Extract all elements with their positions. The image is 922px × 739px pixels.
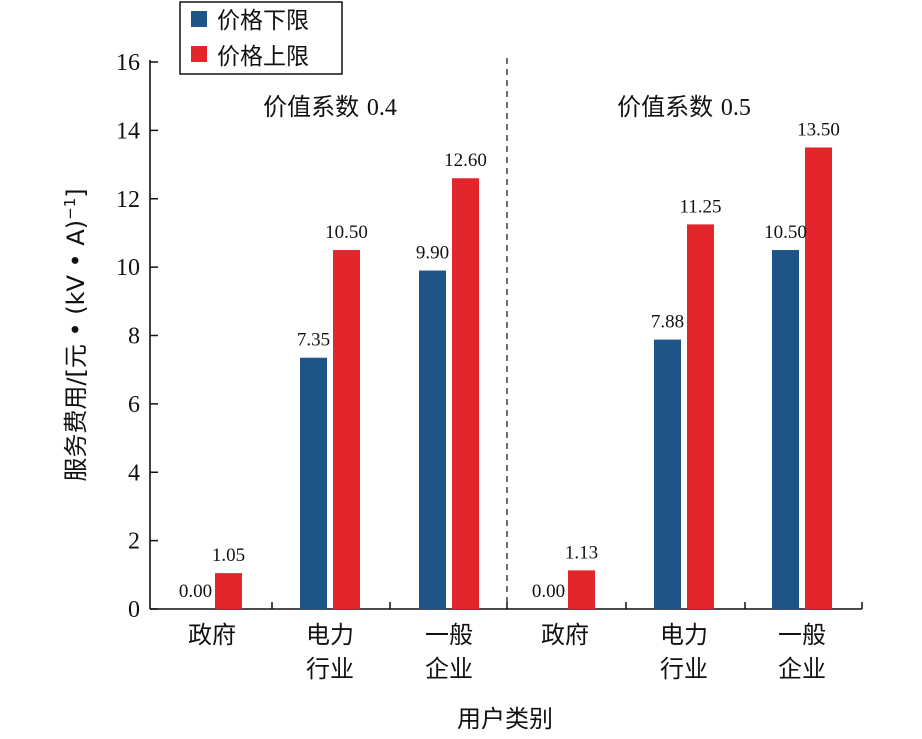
bar-upper: [333, 250, 360, 609]
legend-swatch-upper: [191, 46, 207, 62]
y-tick-label: 4: [128, 460, 140, 486]
bar-value-label: 12.60: [444, 150, 487, 171]
bar-upper: [805, 147, 832, 609]
bars: [215, 147, 832, 610]
category-label: 行业: [306, 655, 354, 683]
y-tick-label: 10: [116, 255, 140, 281]
bar-upper: [687, 224, 714, 609]
bar-upper: [215, 573, 242, 609]
category-label: 电力: [306, 621, 354, 649]
y-axis-title: 服务费用/[元 • (kV • A)−1]: [61, 188, 90, 481]
group-title: 价值系数 0.5: [617, 93, 751, 121]
bar-value-label: 7.35: [297, 330, 330, 351]
category-label: 政府: [541, 621, 589, 649]
category-label: 企业: [425, 655, 473, 683]
y-tick-label: 6: [128, 392, 140, 418]
bar-value-label: 0.00: [532, 581, 565, 602]
bar-upper: [452, 178, 479, 610]
bar-value-label: 0.00: [179, 581, 212, 602]
x-axis-title: 用户类别: [457, 705, 553, 733]
category-label: 政府: [188, 621, 236, 649]
group-title: 价值系数 0.4: [263, 93, 397, 121]
bar-lower: [654, 339, 681, 609]
category-label: 一般: [425, 621, 473, 649]
y-tick-label: 12: [116, 187, 140, 213]
category-label: 一般: [778, 621, 826, 649]
category-label: 电力: [660, 621, 708, 649]
y-tick-label: 14: [116, 118, 140, 144]
axes: 0 2 4 6 8 10 12 14 16: [116, 50, 863, 623]
bar-lower: [772, 250, 799, 609]
bar-value-label: 1.13: [565, 542, 598, 563]
y-tick-label: 16: [116, 50, 140, 76]
y-tick-label: 2: [128, 529, 140, 555]
legend-swatch-lower: [191, 11, 207, 27]
bar-value-label: 1.05: [212, 545, 245, 566]
bar-value-label: 10.50: [325, 222, 368, 243]
bar-lower: [300, 357, 327, 609]
bar-value-label: 7.88: [651, 312, 684, 333]
category-label: 企业: [778, 655, 826, 683]
y-tick-label: 8: [128, 324, 140, 350]
bar-value-label: 11.25: [679, 196, 721, 217]
labels: 价值系数 0.4政府0.001.05电力行业7.3510.50一般企业9.901…: [179, 93, 840, 683]
bar-value-label: 9.90: [416, 243, 449, 264]
category-label: 行业: [660, 655, 708, 683]
y-tick-label: 0: [128, 597, 140, 623]
bar-value-label: 10.50: [764, 222, 807, 243]
bar-lower: [419, 270, 446, 609]
bar-upper: [568, 570, 595, 609]
legend-label-lower: 价格下限: [217, 8, 309, 34]
legend-label-upper: 价格上限: [217, 44, 309, 70]
bar-value-label: 13.50: [797, 119, 840, 140]
legend: 价格下限 价格上限: [179, 1, 343, 75]
